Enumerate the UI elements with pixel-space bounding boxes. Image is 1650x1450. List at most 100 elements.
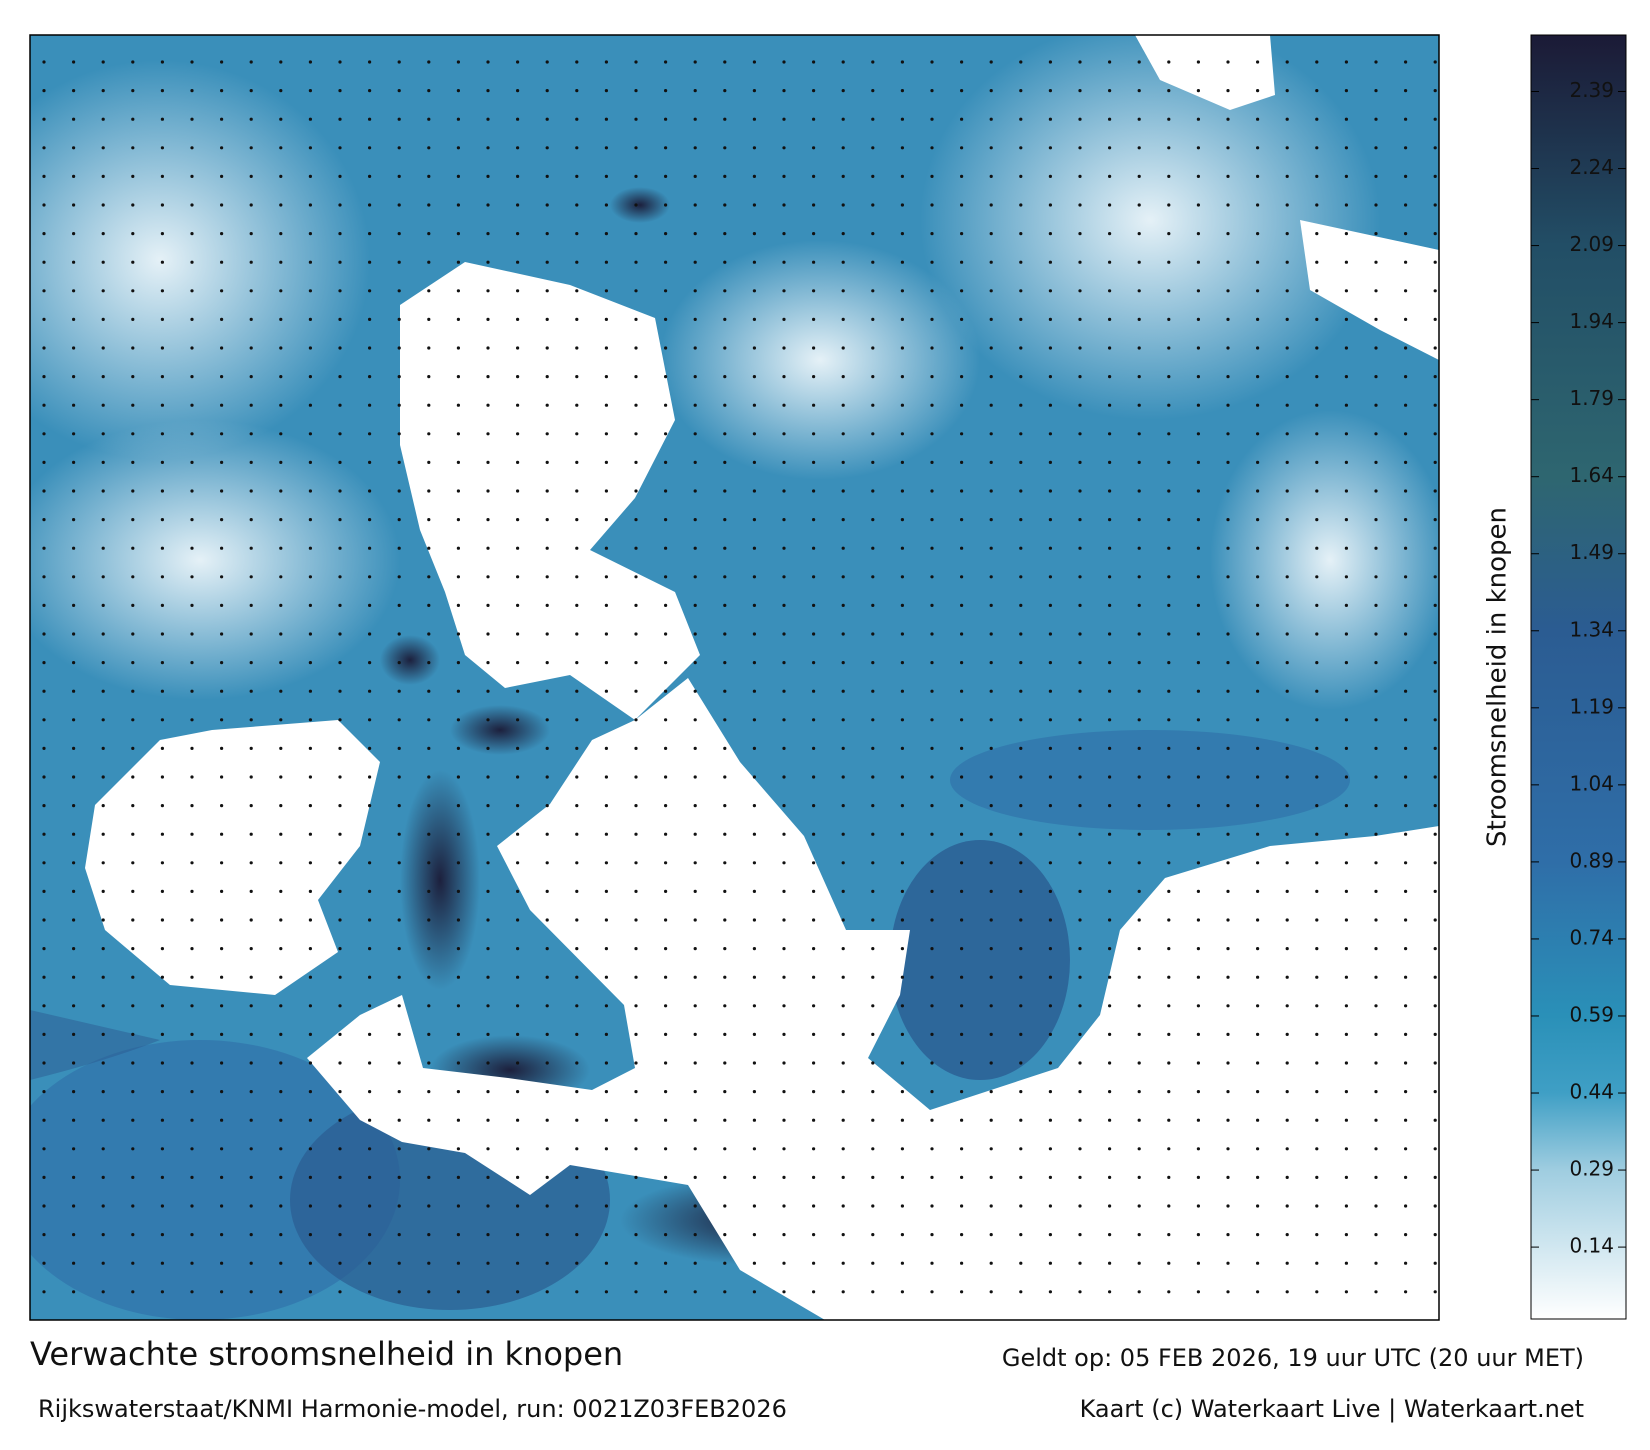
grid-dot [782,375,786,379]
grid-dot [812,1147,816,1151]
grid-dot [960,632,964,636]
grid-dot [308,689,312,693]
grid-dot [841,632,845,636]
grid-dot [634,289,638,293]
grid-dot [368,632,372,636]
grid-dot [782,889,786,894]
grid-dot [1256,346,1260,350]
grid-dot [1404,260,1408,264]
grid-dot [1078,1032,1082,1036]
grid-dot [308,1061,312,1065]
grid-dot [664,203,668,207]
grid-dot [604,889,609,894]
grid-dot [42,317,46,321]
grid-dot [1167,603,1171,608]
grid-dot [368,1032,372,1036]
grid-dot [812,1061,816,1065]
grid-dot [1196,518,1200,522]
grid-dot [960,1147,964,1151]
grid-dot [723,203,727,207]
grid-dot [1285,1204,1289,1208]
grid-dot [1226,1204,1230,1208]
grid-dot [1048,947,1052,951]
grid-dot [664,1233,668,1237]
grid-dot [1374,460,1378,464]
grid-dot [190,203,194,207]
grid-dot [42,1204,46,1208]
grid-dot [1196,1090,1200,1094]
grid-dot [960,1204,964,1208]
colorbar: Stroomsnelheid in knopen 0.140.290.440.5… [1483,34,1627,1320]
grid-dot [634,1118,638,1122]
grid-dot [368,775,372,779]
grid-dot [279,117,283,121]
grid-dot [634,60,638,64]
grid-dot [1078,60,1082,64]
grid-dot [249,775,253,779]
grid-dot [1404,1175,1408,1179]
grid-dot [634,575,638,579]
grid-dot [664,804,668,808]
grid-dot [427,1204,431,1208]
grid-dot [782,117,786,121]
grid-dot [397,1204,401,1208]
grid-dot [427,1147,431,1151]
grid-dot [545,289,549,293]
grid-dot [871,918,875,922]
grid-dot [427,1090,431,1094]
grid-dot [397,832,401,836]
grid-dot [516,460,520,464]
grid-dot [1196,1204,1200,1208]
grid-dot [1137,718,1141,722]
grid-dot [1285,1261,1289,1265]
grid-dot [664,232,668,236]
grid-dot [220,1204,224,1208]
grid-dot [427,689,431,693]
grid-dot [1226,317,1230,321]
grid-dot [308,203,312,207]
grid-dot [308,375,312,379]
grid-dot [338,146,342,150]
grid-dot [1404,60,1408,64]
grid-dot [812,1004,816,1008]
grid-dot [279,1175,283,1179]
grid-dot [1196,203,1200,207]
colorbar-tick-label: 0.44 [1569,1080,1614,1104]
grid-dot [516,689,520,693]
grid-dot [1285,804,1289,808]
grid-dot [1137,1261,1141,1265]
grid-dot [397,1147,401,1151]
grid-dot [397,1004,401,1008]
grid-dot [960,489,964,493]
grid-dot [279,632,283,636]
grid-dot [1374,718,1378,722]
grid-dot [960,289,964,293]
grid-dot [42,1175,46,1179]
grid-dot [1256,1061,1260,1065]
grid-dot [1048,60,1052,64]
grid-dot [1019,1290,1023,1294]
grid-dot [1167,260,1171,264]
grid-dot [516,1004,520,1008]
grid-dot [1315,346,1319,350]
grid-dot [1108,746,1112,751]
grid-dot [72,346,76,350]
grid-dot [841,718,845,722]
grid-dot [1019,1261,1023,1265]
grid-dot [1226,174,1230,178]
grid-dot [1078,1175,1082,1179]
grid-dot [1048,432,1052,436]
grid-dot [160,289,164,293]
grid-dot [871,260,875,264]
grid-dot [960,1175,964,1179]
grid-dot [72,632,76,636]
grid-dot [279,346,283,350]
grid-dot [871,489,875,493]
grid-dot [752,632,757,636]
grid-dot [1078,804,1082,808]
grid-dot [900,889,905,894]
grid-dot [900,432,905,436]
grid-dot [72,289,76,293]
grid-dot [368,489,372,493]
grid-dot [72,603,76,608]
